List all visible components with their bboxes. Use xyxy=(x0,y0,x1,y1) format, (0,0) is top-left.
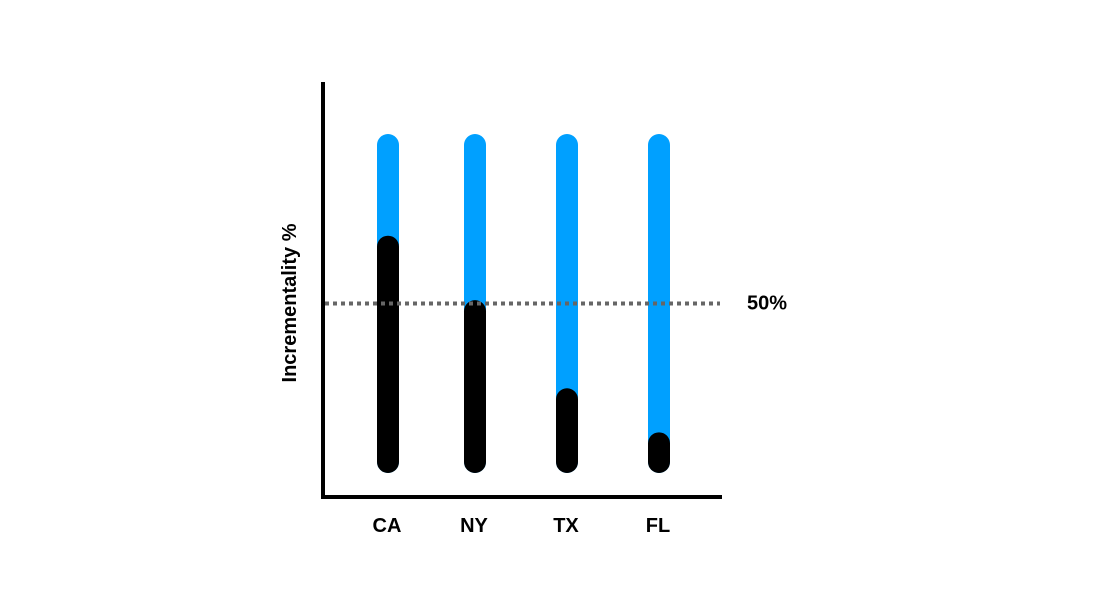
x-tick-labels: CA NY TX FL xyxy=(373,515,671,537)
x-tick-label-ca: CA xyxy=(373,515,402,537)
reference-line-label: 50% xyxy=(747,293,787,315)
bar-value-fl xyxy=(648,432,670,473)
y-axis-title: Incrementality % xyxy=(279,223,301,382)
bar-value-ny xyxy=(464,300,486,473)
x-tick-label-fl: FL xyxy=(646,515,670,537)
x-tick-label-tx: TX xyxy=(553,515,579,537)
bar-value-tx xyxy=(556,388,578,473)
bar-value-ca xyxy=(377,235,399,473)
bars-layer xyxy=(377,134,670,473)
x-tick-label-ny: NY xyxy=(460,515,488,537)
bar-track-fl xyxy=(648,134,670,473)
